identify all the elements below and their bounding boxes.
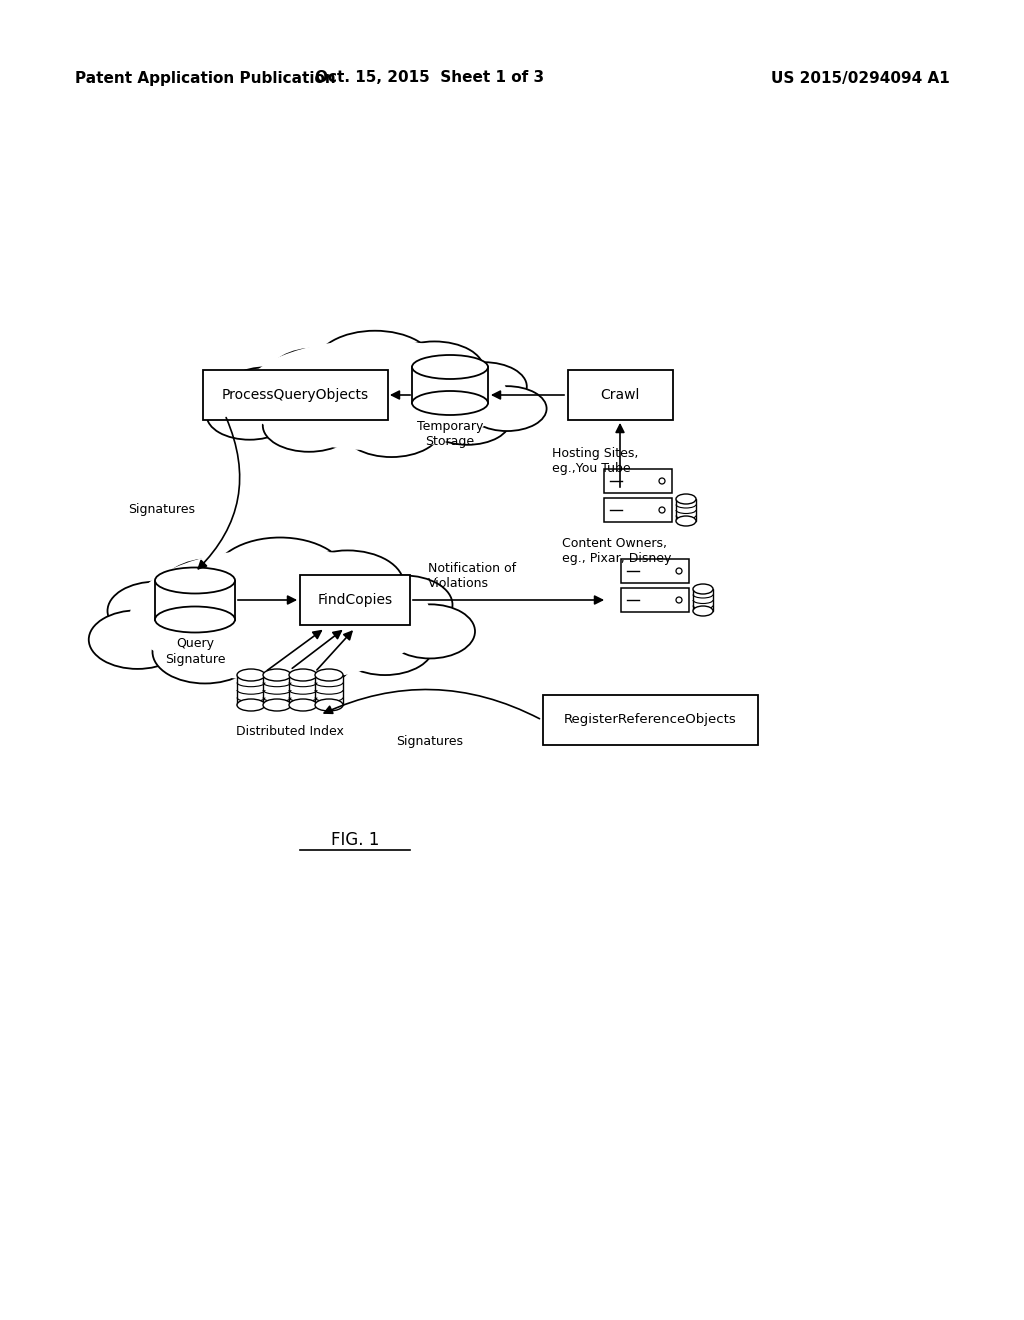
Text: Patent Application Publication: Patent Application Publication: [75, 70, 336, 86]
Bar: [315, 675, 343, 705]
Text: US 2015/0294094 A1: US 2015/0294094 A1: [771, 70, 950, 86]
Bar: [693, 589, 713, 611]
Bar: [289, 675, 317, 705]
Ellipse shape: [153, 620, 257, 684]
Ellipse shape: [234, 331, 515, 459]
Ellipse shape: [693, 606, 713, 616]
Ellipse shape: [213, 537, 347, 619]
Text: Notification of
Violations: Notification of Violations: [428, 562, 516, 590]
Bar: [543, 696, 758, 744]
Ellipse shape: [263, 400, 355, 451]
Bar: [567, 370, 673, 420]
Ellipse shape: [336, 616, 434, 675]
Ellipse shape: [412, 355, 488, 379]
Ellipse shape: [89, 610, 186, 669]
Ellipse shape: [289, 700, 317, 711]
Ellipse shape: [160, 558, 265, 622]
Polygon shape: [412, 367, 488, 403]
Ellipse shape: [441, 362, 526, 411]
Text: FIG. 1: FIG. 1: [331, 832, 379, 849]
Ellipse shape: [355, 576, 453, 634]
Bar: [203, 370, 387, 420]
Ellipse shape: [263, 669, 291, 681]
Ellipse shape: [385, 342, 484, 397]
Ellipse shape: [243, 622, 355, 690]
Text: FindCopies: FindCopies: [317, 593, 392, 607]
Polygon shape: [155, 581, 234, 619]
Ellipse shape: [315, 700, 343, 711]
Ellipse shape: [237, 669, 265, 681]
Bar: [263, 675, 291, 705]
Bar: [621, 587, 689, 612]
Ellipse shape: [676, 494, 696, 504]
Bar: [676, 499, 696, 521]
Text: Oct. 15, 2015  Sheet 1 of 3: Oct. 15, 2015 Sheet 1 of 3: [315, 70, 545, 86]
Text: Query
Signature: Query Signature: [165, 638, 225, 665]
Text: ProcessQueryObjects: ProcessQueryObjects: [221, 388, 369, 403]
Text: Signatures: Signatures: [128, 503, 195, 516]
Ellipse shape: [693, 583, 713, 594]
Text: Distributed Index: Distributed Index: [237, 725, 344, 738]
Ellipse shape: [315, 331, 434, 399]
Text: Content Owners,
eg., Pixar, Disney: Content Owners, eg., Pixar, Disney: [562, 537, 672, 565]
Ellipse shape: [291, 550, 403, 618]
Ellipse shape: [207, 391, 293, 440]
Ellipse shape: [289, 669, 317, 681]
Ellipse shape: [315, 669, 343, 681]
Bar: [604, 498, 672, 521]
Text: Signatures: Signatures: [396, 735, 464, 748]
Bar: [604, 469, 672, 492]
Ellipse shape: [385, 605, 475, 659]
Ellipse shape: [223, 367, 309, 416]
Ellipse shape: [467, 387, 547, 432]
Text: RegisterReferenceObjects: RegisterReferenceObjects: [563, 714, 736, 726]
Ellipse shape: [121, 539, 439, 692]
Ellipse shape: [269, 348, 361, 401]
Ellipse shape: [425, 396, 510, 445]
Ellipse shape: [237, 700, 265, 711]
Ellipse shape: [155, 568, 234, 594]
Ellipse shape: [676, 516, 696, 525]
Text: Crawl: Crawl: [600, 388, 640, 403]
Ellipse shape: [263, 700, 291, 711]
Ellipse shape: [243, 339, 507, 450]
Ellipse shape: [412, 391, 488, 414]
Ellipse shape: [342, 401, 441, 457]
Text: Temporary
Storage: Temporary Storage: [417, 420, 483, 447]
Bar: [621, 558, 689, 583]
Ellipse shape: [130, 548, 430, 681]
Ellipse shape: [155, 606, 234, 632]
Bar: [237, 675, 265, 705]
Ellipse shape: [108, 582, 205, 640]
Bar: [300, 576, 410, 624]
Text: Hosting Sites,
eg.,You Tube: Hosting Sites, eg.,You Tube: [552, 447, 638, 475]
